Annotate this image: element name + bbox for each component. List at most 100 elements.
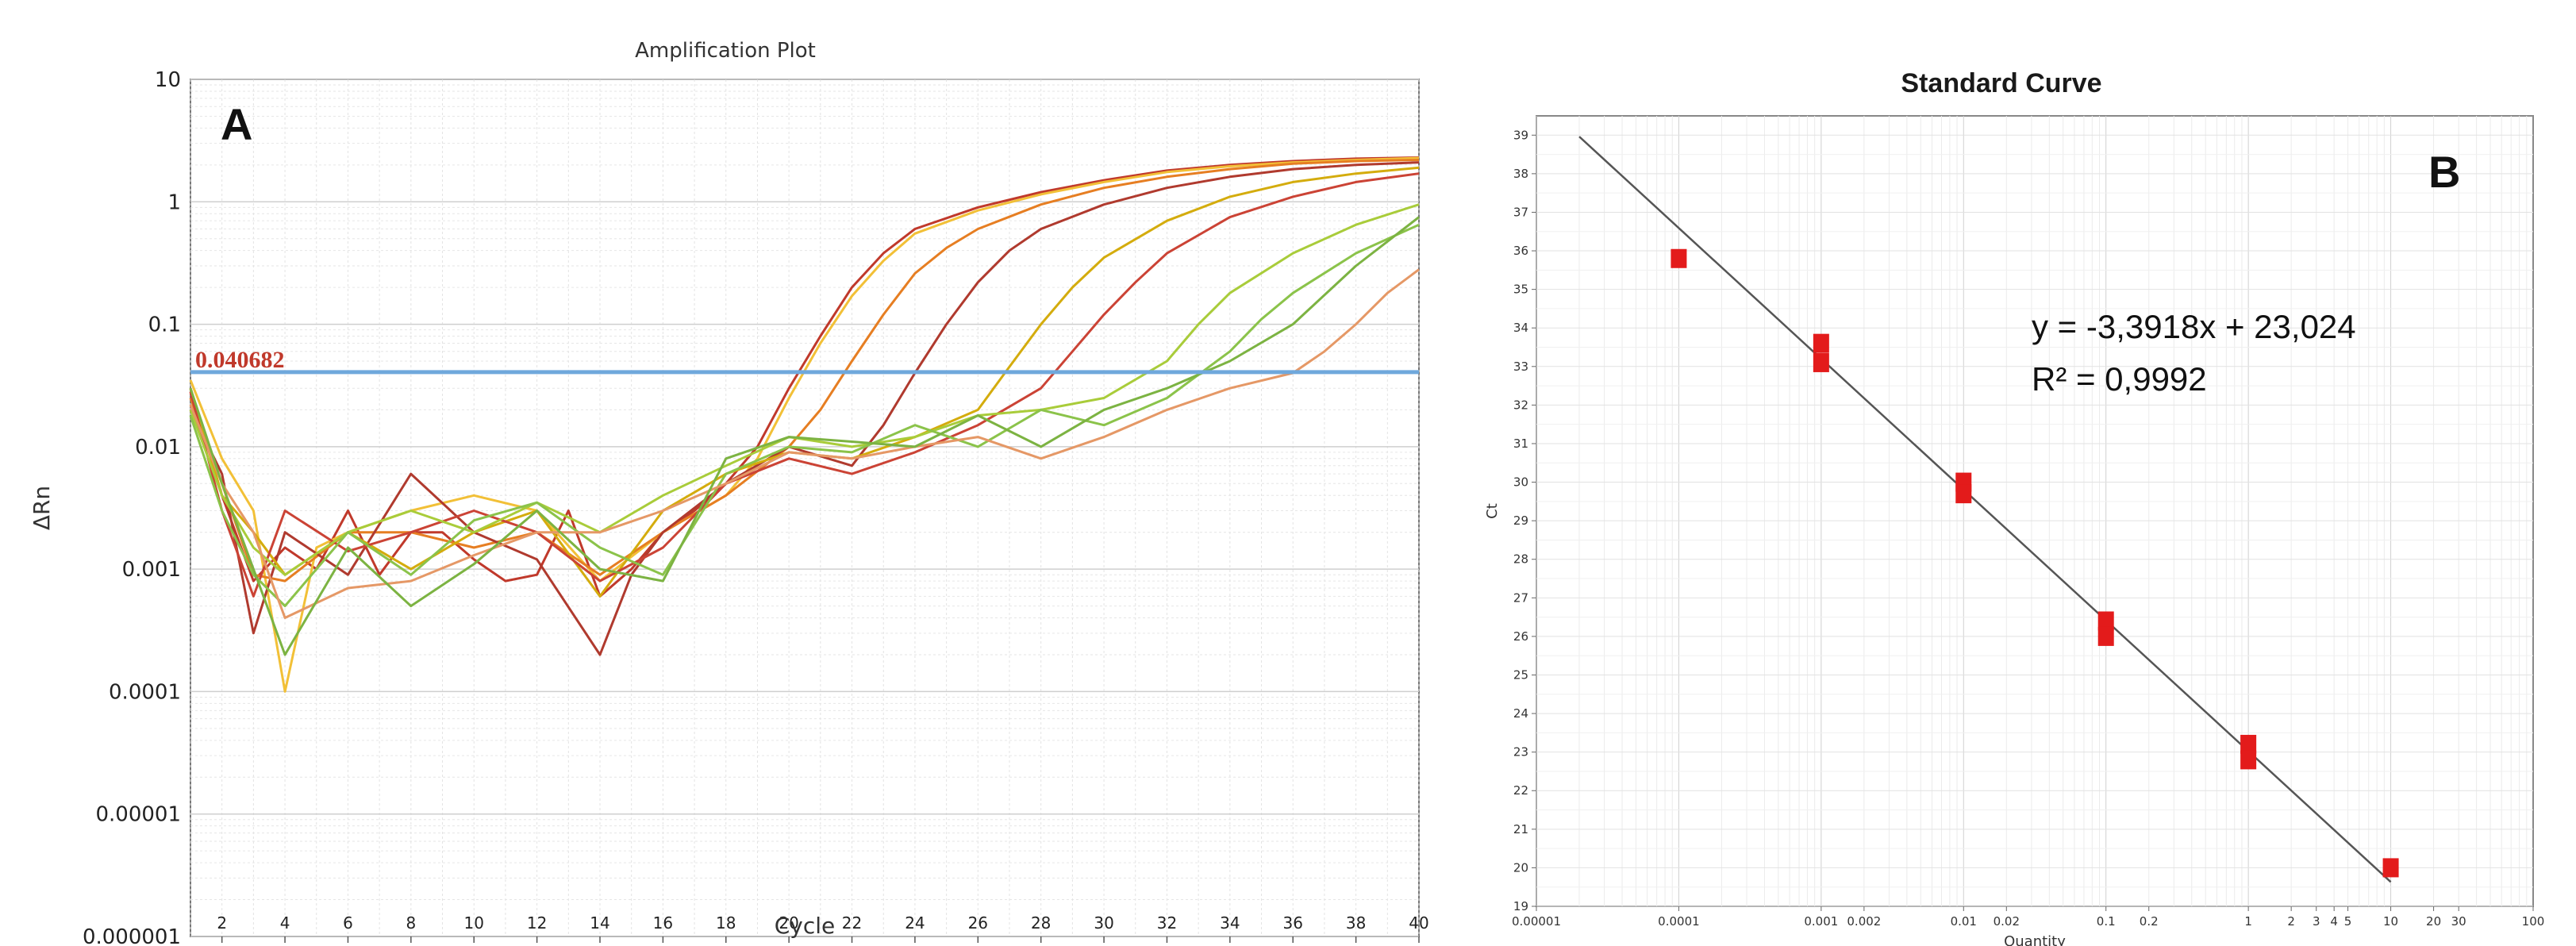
- x-tick-label: 5: [2344, 914, 2352, 929]
- y-tick-label: 1: [167, 190, 181, 214]
- standard-curve-points: [1671, 248, 2399, 878]
- y-tick-label: 35: [1513, 283, 1528, 297]
- y-tick-label: 28: [1513, 552, 1528, 567]
- data-point: [2097, 626, 2114, 646]
- x-tick-label: 4: [280, 913, 290, 933]
- amplification-plot-title: Amplification Plot: [635, 39, 816, 63]
- y-tick-label: 21: [1513, 822, 1528, 836]
- x-tick-label: 10: [464, 913, 484, 933]
- data-point: [1813, 333, 1829, 353]
- standard-curve-x-ticks: 0.00001 0.0001 0.001 0.002 0.01 0.02 0.1 0.2 1 2 3…: [1512, 906, 2544, 929]
- amplification-curves: [189, 156, 1420, 693]
- regression-equation: y = -3,3918x + 23,024: [2032, 308, 2356, 345]
- x-tick-label: 0.002: [1847, 914, 1881, 929]
- y-tick-label: 36: [1513, 244, 1528, 258]
- y-tick-label: 39: [1513, 128, 1528, 142]
- x-tick-label: 2: [217, 913, 227, 933]
- standard-curve-y-axis-label: Ct: [1484, 503, 1501, 519]
- x-tick-label: 30: [2451, 914, 2466, 929]
- x-tick-label: 100: [2522, 914, 2545, 929]
- x-tick-label: 18: [716, 913, 736, 933]
- amplification-y-ticks: 10 1 0.1 0.01 0.001 0.0001 0.00001 0.000001: [83, 68, 181, 946]
- x-tick-label: 0.001: [1804, 914, 1838, 929]
- y-tick-label: 32: [1513, 398, 1528, 412]
- x-tick-label: 34: [1220, 913, 1240, 933]
- y-tick-label: 20: [1513, 860, 1528, 875]
- amplification-curve-2: [189, 156, 1420, 693]
- y-tick-label: 34: [1513, 321, 1528, 335]
- x-tick-label: 8: [406, 913, 416, 933]
- x-tick-label: 30: [1094, 913, 1113, 933]
- data-point: [1813, 352, 1829, 372]
- amplification-plot: Amplification Plot 0.040682 2 4 6 8 10 12 14 16…: [29, 39, 1429, 946]
- x-tick-label: 0.1: [2097, 914, 2116, 929]
- y-tick-label: 0.0001: [109, 680, 181, 704]
- data-point: [2097, 611, 2114, 631]
- y-tick-label: 27: [1513, 590, 1528, 605]
- x-tick-label: 3: [2313, 914, 2320, 929]
- x-tick-label: 26: [968, 913, 988, 933]
- panel-label-a: A: [221, 99, 252, 149]
- x-tick-label: 14: [590, 913, 609, 933]
- y-tick-label: 22: [1513, 783, 1528, 798]
- x-tick-label: 0.02: [1994, 914, 2020, 929]
- amplification-curve-9: [189, 268, 1420, 619]
- x-tick-label: 12: [527, 913, 547, 933]
- x-tick-label: 10: [2383, 914, 2398, 929]
- y-tick-label: 38: [1513, 167, 1528, 181]
- y-tick-label: 24: [1513, 706, 1528, 721]
- x-tick-label: 2: [2287, 914, 2295, 929]
- y-tick-label: 0.1: [148, 313, 181, 337]
- x-tick-label: 1: [2244, 914, 2252, 929]
- x-tick-label: 36: [1283, 913, 1303, 933]
- amplification-y-axis-label: ΔRn: [29, 486, 55, 530]
- x-tick-label: 24: [905, 913, 925, 933]
- y-tick-label: 29: [1513, 513, 1528, 528]
- x-tick-label: 0.0001: [1658, 914, 1700, 929]
- data-point: [2240, 734, 2257, 754]
- x-tick-label: 4: [2330, 914, 2338, 929]
- standard-curve-plot-area: [1536, 115, 2534, 907]
- data-point: [2382, 858, 2399, 878]
- y-tick-label: 0.01: [135, 436, 181, 460]
- x-tick-label: 16: [653, 913, 673, 933]
- x-tick-label: 32: [1157, 913, 1177, 933]
- x-tick-label: 20: [779, 913, 798, 933]
- x-tick-label: 6: [343, 913, 353, 933]
- y-tick-label: 10: [155, 68, 181, 92]
- y-tick-label: 23: [1513, 745, 1528, 759]
- amplification-x-axis-label: Cycle: [775, 913, 836, 939]
- amplification-curve-10: [189, 216, 1420, 656]
- standard-curve: Standard Curve 0.00001 0.0001 0.001 0.002 0.…: [1484, 68, 2544, 946]
- x-tick-label: 0.2: [2140, 914, 2159, 929]
- r-squared-label: R² = 0,9992: [2032, 360, 2207, 398]
- y-tick-label: 26: [1513, 629, 1528, 644]
- amplification-curve-8: [189, 223, 1420, 608]
- threshold-label: 0.040682: [195, 347, 285, 373]
- standard-curve-grid: [1536, 116, 2533, 907]
- y-tick-label: 0.00001: [95, 803, 181, 827]
- data-point: [2240, 750, 2257, 770]
- y-tick-label: 30: [1513, 475, 1528, 490]
- y-tick-label: 19: [1513, 899, 1528, 913]
- data-point: [1671, 248, 1687, 268]
- y-tick-label: 25: [1513, 667, 1528, 682]
- x-tick-label: 0.00001: [1512, 914, 1561, 929]
- y-tick-label: 37: [1513, 205, 1528, 219]
- y-tick-label: 0.001: [122, 558, 181, 582]
- standard-curve-title: Standard Curve: [1901, 68, 2101, 98]
- x-tick-label: 22: [842, 913, 862, 933]
- x-tick-label: 0.01: [1951, 914, 1977, 929]
- x-tick-label: 28: [1031, 913, 1051, 933]
- standard-curve-x-axis-label: Quantity: [2004, 933, 2066, 946]
- x-tick-label: 38: [1346, 913, 1366, 933]
- amplification-plot-area: [190, 79, 1420, 937]
- y-tick-label: 0.000001: [83, 925, 181, 946]
- data-point: [1955, 484, 1972, 504]
- amplification-x-ticks: 2 4 6 8 10 12 14 16 18 20 22 24 26 28 30 32 34 36 38 40: [217, 913, 1429, 943]
- x-tick-label: 40: [1409, 913, 1428, 933]
- x-tick-label: 20: [2426, 914, 2441, 929]
- y-tick-label: 31: [1513, 436, 1528, 451]
- y-tick-label: 33: [1513, 360, 1528, 374]
